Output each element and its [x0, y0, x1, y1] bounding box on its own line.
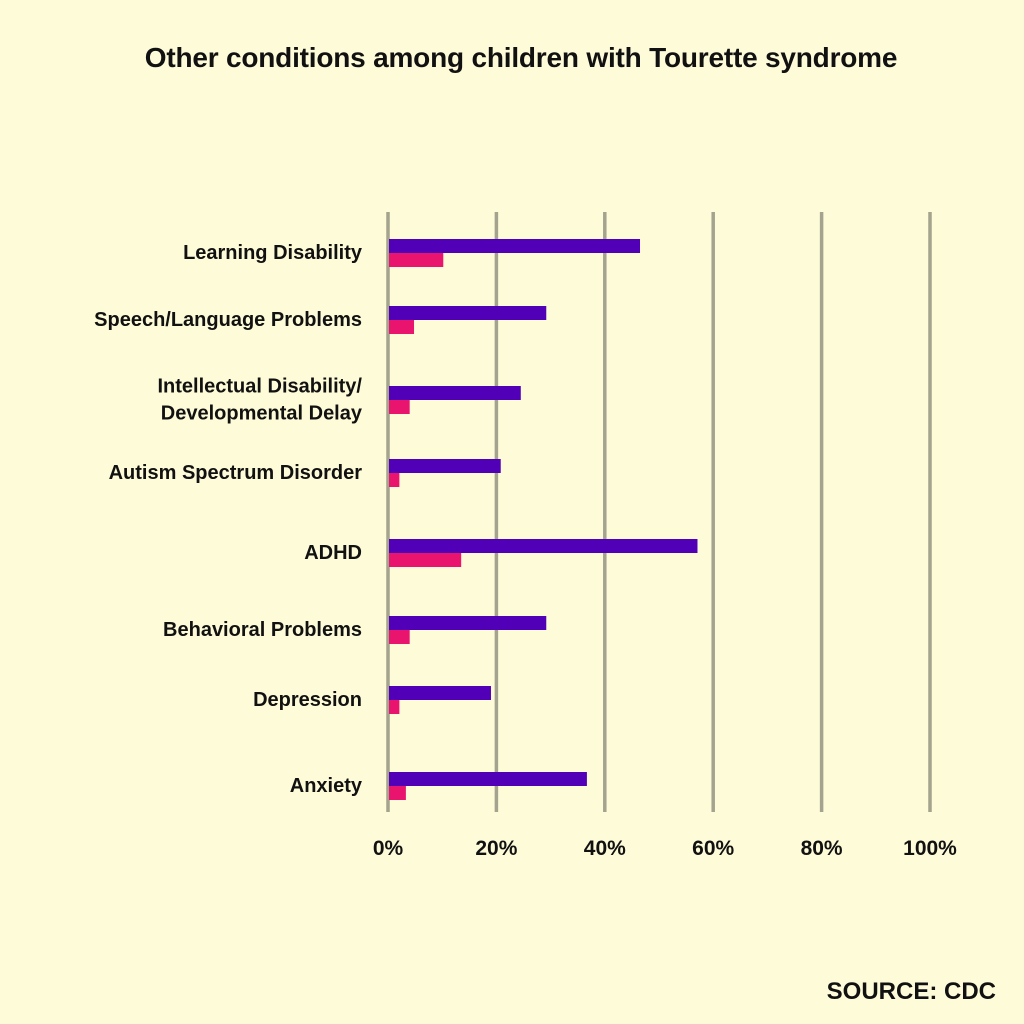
x-tick-label: 0% [373, 837, 404, 860]
x-tick-label: 60% [692, 837, 734, 860]
bar-secondary [389, 400, 410, 414]
category-label: Depression [253, 689, 362, 711]
category-label: Autism Spectrum Disorder [109, 462, 363, 484]
bars [389, 239, 698, 800]
bar-secondary [389, 700, 400, 714]
chart-title: Other conditions among children with Tou… [144, 42, 898, 73]
category-labels: Learning Disability Speech/Language Probl… [94, 242, 363, 797]
category-label: Anxiety [290, 775, 363, 797]
bar-secondary [389, 786, 406, 800]
category-label: Speech/Language Problems [94, 309, 362, 331]
category-label: ADHD [304, 542, 362, 564]
bar-primary [389, 686, 491, 700]
x-tick-label: 80% [801, 837, 843, 860]
bar-secondary [389, 320, 415, 334]
bar-primary [389, 616, 547, 630]
category-label: Behavioral Problems [163, 619, 362, 641]
x-tick-label: 40% [584, 837, 626, 860]
source-note: SOURCE: CDC [826, 978, 996, 1005]
bar-secondary [389, 630, 410, 644]
x-tick-label: 100% [903, 837, 957, 860]
bar-secondary [389, 253, 444, 267]
bar-primary [389, 239, 641, 253]
bar-secondary [389, 473, 400, 487]
category-label: Learning Disability [183, 242, 363, 264]
gridlines [386, 212, 932, 812]
bar-primary [389, 539, 698, 553]
bar-primary [389, 772, 587, 786]
x-tick-label: 20% [475, 837, 517, 860]
x-axis-tick-labels: 0% 20% 40% 60% 80% 100% [373, 837, 957, 860]
bar-primary [389, 386, 521, 400]
bar-secondary [389, 553, 462, 567]
category-label: Intellectual Disability/Developmental De… [157, 376, 362, 425]
bar-primary [389, 459, 501, 473]
bar-primary [389, 306, 547, 320]
